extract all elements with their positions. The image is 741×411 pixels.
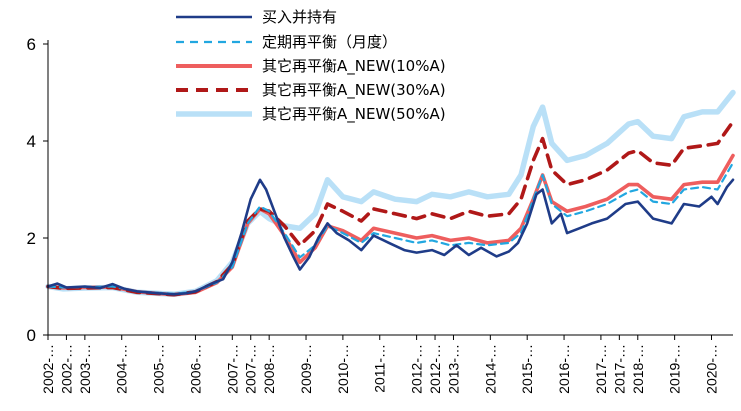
x-tick-label: 2009-… (298, 344, 314, 394)
x-tick-label: 2003-… (77, 344, 93, 394)
legend-label-3: 其它再平衡A_NEW(10%A) (262, 57, 446, 76)
x-tick-label: 2015-… (519, 344, 535, 394)
x-tick-label: 2008-… (261, 344, 277, 394)
x-tick-label: 2014-… (482, 344, 498, 394)
x-tick-label: 2002-… (58, 344, 74, 394)
legend-label-2: 定期再平衡（月度） (262, 33, 397, 51)
x-tick-label: 2010-… (335, 344, 351, 394)
y-tick-label: 2 (27, 229, 36, 248)
legend-label-5: 其它再平衡A_NEW(50%A) (262, 105, 446, 124)
x-tick-label: 2012-… (427, 344, 443, 394)
y-tick-label: 6 (27, 35, 36, 54)
x-tick-label: 2007-… (243, 344, 259, 394)
plot-area (45, 89, 736, 298)
x-tick-label: 2017-… (611, 344, 627, 394)
y-tick-label: 0 (27, 326, 36, 345)
x-tick-label: 2016-… (556, 344, 572, 394)
x-tick-label: 2011-… (372, 344, 388, 393)
x-tick-label: 2020-… (704, 344, 720, 394)
series-line-3 (46, 153, 735, 297)
x-tick-label: 2019-… (667, 344, 683, 394)
legend-label-1: 买入并持有 (262, 8, 337, 26)
series-line-2 (46, 161, 735, 295)
series-line-4 (46, 119, 735, 297)
x-tick-label: 2017-… (593, 344, 609, 394)
x-tick-label: 2018-… (630, 344, 646, 394)
x-tick-label: 2013-… (446, 344, 462, 394)
x-tick-label: 2004-… (114, 344, 130, 394)
x-tick-label: 2006-… (187, 344, 203, 394)
x-tick-label: 2012-… (409, 344, 425, 394)
x-tick-label: 2007-… (224, 344, 240, 394)
y-tick-label: 4 (27, 132, 36, 151)
x-tick-label: 2002-… (40, 344, 56, 394)
x-tick-label: 2005-… (151, 344, 167, 394)
series-line-1 (46, 178, 735, 296)
legend-label-4: 其它再平衡A_NEW(30%A) (262, 81, 446, 100)
